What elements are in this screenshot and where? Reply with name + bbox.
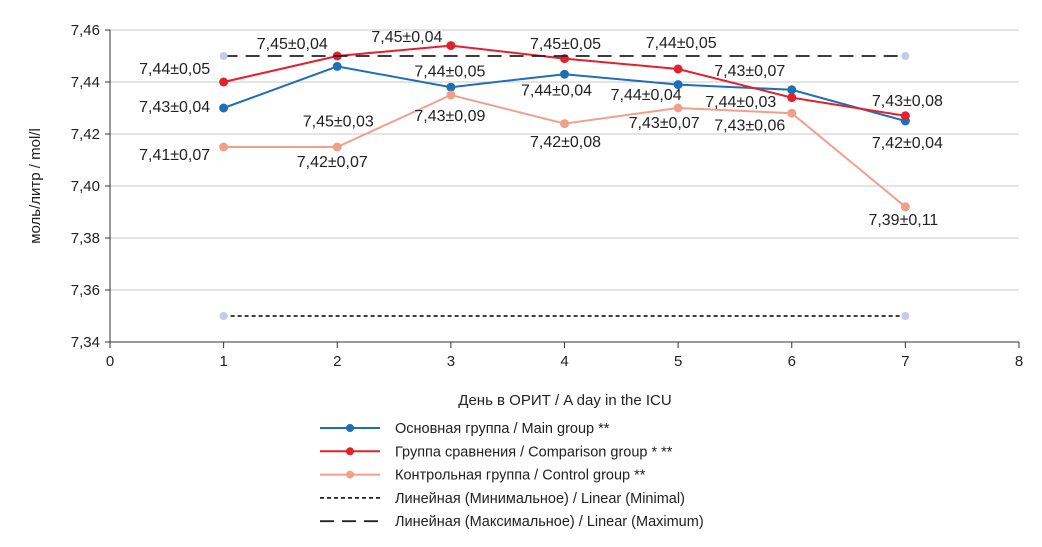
data-label: 7,44±0,05 [414,63,485,80]
data-point [673,103,683,113]
x-tick-label: 0 [106,353,114,370]
data-label: 7,44±0,05 [646,35,717,52]
data-point [900,202,910,212]
series-line-2 [223,93,907,208]
y-tick-label: 7,44 [71,74,100,91]
y-tick-label: 7,42 [71,126,100,143]
data-label: 7,43±0,08 [872,93,943,110]
data-label: 7,45±0,04 [371,29,442,46]
data-point [787,85,797,95]
legend-marker [346,447,354,456]
data-label: 7,42±0,07 [297,154,368,171]
x-tick-label: 6 [788,353,796,370]
data-point [219,77,229,87]
data-label: 7,45±0,04 [257,36,328,53]
legend-marker [346,470,354,479]
data-point [673,80,683,90]
x-tick-label: 8 [1015,353,1023,370]
data-label: 7,43±0,07 [629,115,700,132]
legend-label: Линейная (Минимальное) / Linear (Minimal… [395,491,685,507]
data-point [446,90,456,100]
x-tick-label: 1 [219,353,227,370]
data-point [446,41,456,51]
trend-endpoint [901,52,910,60]
y-tick-label: 7,38 [71,230,100,247]
y-tick-label: 7,36 [71,282,100,299]
data-label: 7,43±0,07 [714,63,785,80]
legend-label: Группа сравнения / Comparison group * ** [395,444,673,460]
data-label: 7,41±0,07 [139,147,210,164]
data-point [787,108,797,118]
data-label: 7,39±0,11 [868,212,938,229]
data-label: 7,44±0,04 [521,82,592,99]
y-tick-label: 7,34 [71,334,100,351]
data-label: 7,45±0,05 [530,36,601,53]
data-point [219,103,229,113]
data-label: 7,45±0,03 [303,114,374,131]
data-label: 7,44±0,04 [611,87,682,104]
data-label: 7,42±0,08 [530,134,601,151]
data-point [446,82,456,92]
x-axis-title: День в ОРИТ / A day in the ICU [458,392,671,409]
data-point [332,61,342,71]
y-axis-title: моль/литр / mol/l [27,128,44,244]
legend-label: Линейная (Максимальное) / Linear (Maximu… [395,514,704,530]
trend-endpoint [901,312,910,320]
trend-endpoint [219,312,228,320]
data-point [560,119,569,129]
data-point [560,69,569,79]
data-point [900,111,910,121]
y-tick-label: 7,40 [71,178,100,195]
trend-endpoint [219,52,228,60]
data-label: 7,43±0,06 [714,117,785,134]
x-tick-label: 3 [447,353,455,370]
data-label: 7,43±0,09 [414,108,485,125]
data-point [332,142,342,152]
data-label: 7,44±0,03 [705,94,776,111]
x-tick-label: 2 [333,353,341,370]
x-tick-label: 4 [560,353,568,370]
data-point [673,64,683,74]
legend-label: Контрольная группа / Control group ** [395,468,646,484]
legend-marker [346,424,354,432]
data-label: 7,42±0,04 [872,135,943,152]
legend: Основная группа / Main group ** Группа ср… [320,421,704,530]
data-label: 7,44±0,05 [139,61,210,78]
data-point [787,93,797,103]
data-label: 7,43±0,04 [139,99,210,116]
x-tick-label: 7 [901,353,909,370]
legend-label: Основная группа / Main group ** [395,421,610,437]
data-point [219,142,229,152]
y-tick-label: 7,46 [71,22,100,39]
x-tick-label: 5 [674,353,682,370]
